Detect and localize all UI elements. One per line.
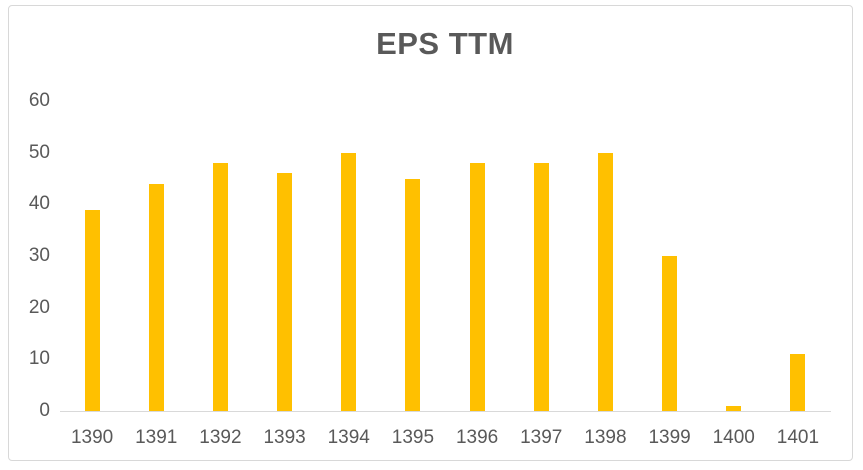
bar — [790, 354, 806, 411]
plot-area — [60, 101, 830, 411]
y-axis-tick-label: 30 — [28, 245, 50, 266]
x-axis-tick-label: 1401 — [776, 427, 820, 448]
bar — [405, 178, 421, 411]
y-axis-tick-label: 20 — [28, 296, 50, 318]
x-axis-tick-label: 1399 — [648, 427, 691, 448]
y-axis-tick-label: 10 — [28, 348, 50, 370]
x-axis-line — [60, 411, 831, 412]
x-axis-tick-label: 1398 — [584, 427, 627, 448]
x-axis-tick-label: 1394 — [327, 427, 370, 448]
bar — [212, 163, 228, 411]
bar — [662, 256, 678, 411]
x-axis-tick-label: 1395 — [391, 427, 435, 448]
bar — [726, 405, 742, 411]
bar — [341, 152, 357, 411]
x-axis-tick-label: 1397 — [520, 427, 563, 448]
bar — [277, 173, 293, 411]
y-axis-tick-label: 60 — [28, 90, 50, 111]
bar — [84, 209, 100, 411]
bar — [148, 183, 164, 411]
y-axis-tick-label: 0 — [39, 400, 50, 421]
bar — [597, 152, 613, 411]
y-axis-tick-label: 40 — [28, 193, 50, 215]
x-axis-tick-label: 1396 — [455, 427, 499, 448]
chart-title: EPS TTM — [376, 26, 514, 61]
x-axis-tick-label: 1390 — [70, 427, 114, 448]
x-axis-tick-label: 1393 — [263, 427, 306, 448]
x-axis-tick-label: 1391 — [135, 427, 178, 448]
x-axis-tick-label: 1400 — [712, 427, 755, 448]
bar — [533, 163, 549, 411]
y-axis-tick-label: 50 — [28, 141, 50, 163]
x-axis-tick-label: 1392 — [199, 427, 242, 448]
bar — [469, 163, 485, 411]
